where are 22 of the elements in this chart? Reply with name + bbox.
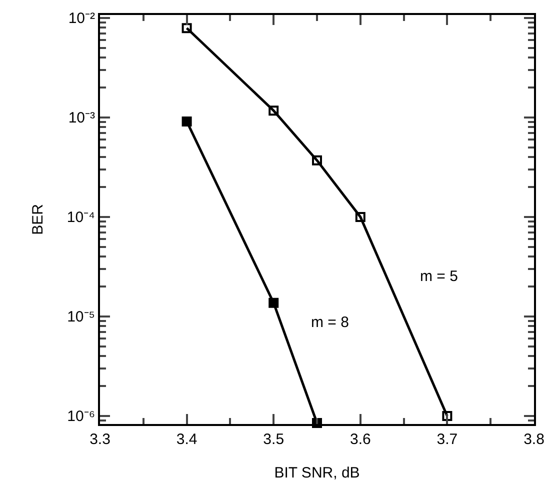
series-label: m = 8: [311, 314, 349, 331]
x-tick-label: 3.3: [90, 431, 110, 448]
point: [312, 155, 322, 166]
y-axis-title: BER: [30, 204, 47, 235]
x-tick-label: 3.6: [350, 431, 371, 448]
y-tick-label: 10⁻³: [68, 110, 95, 127]
x-tick-label: 3.7: [436, 431, 458, 448]
point: [182, 23, 192, 34]
point: [268, 298, 279, 308]
x-axis-title: BIT SNR, dB: [274, 464, 360, 482]
point: [268, 106, 279, 116]
point: [355, 212, 366, 222]
y-tick-label: 10⁻⁴: [66, 209, 95, 226]
y-tick-label: 10⁻⁶: [67, 408, 95, 426]
point: [442, 410, 452, 421]
x-tick-label: 3.5: [263, 431, 284, 448]
x-tick-label: 3.4: [176, 431, 198, 448]
series-label: m = 5: [420, 268, 458, 285]
y-tick-label: 10⁻²: [68, 10, 95, 28]
point: [182, 116, 192, 127]
y-tick-label: 10⁻⁵: [67, 308, 95, 326]
x-tick-label: 3.8: [524, 431, 544, 448]
